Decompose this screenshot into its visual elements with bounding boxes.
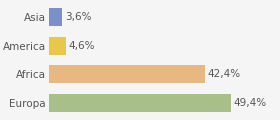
Bar: [49, 94, 231, 112]
Text: 49,4%: 49,4%: [234, 98, 267, 108]
Text: 4,6%: 4,6%: [69, 41, 95, 51]
Bar: [49, 37, 66, 54]
Bar: [49, 66, 205, 83]
Text: 42,4%: 42,4%: [208, 69, 241, 79]
Text: 3,6%: 3,6%: [65, 12, 91, 22]
Bar: [49, 8, 62, 26]
